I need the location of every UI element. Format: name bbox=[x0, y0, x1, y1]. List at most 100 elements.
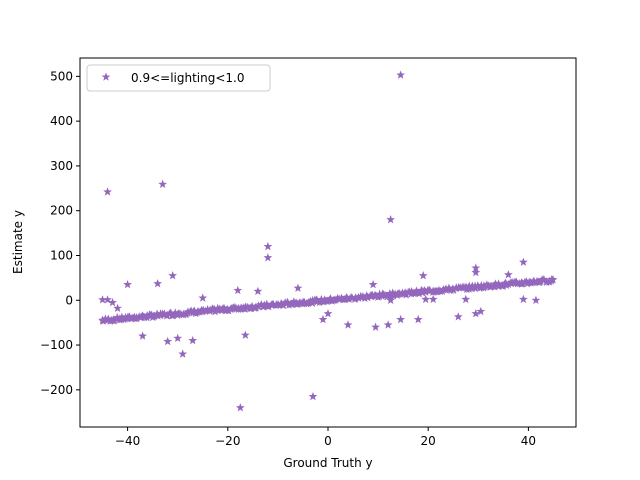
y-tick-label: 500 bbox=[50, 69, 73, 83]
data-point bbox=[188, 335, 198, 345]
y-tick-label: 200 bbox=[50, 204, 73, 218]
data-point bbox=[322, 296, 332, 305]
x-tick-label: 0 bbox=[324, 434, 332, 448]
x-tick-label: 20 bbox=[421, 434, 436, 448]
data-point bbox=[198, 293, 208, 302]
data-point bbox=[414, 288, 424, 297]
data-point bbox=[283, 298, 293, 307]
data-point bbox=[123, 279, 132, 289]
data-point bbox=[263, 253, 273, 262]
data-point bbox=[464, 284, 474, 293]
data-point bbox=[158, 179, 168, 189]
data-point bbox=[98, 295, 107, 304]
data-point bbox=[166, 308, 176, 317]
data-point bbox=[104, 314, 113, 323]
data-point bbox=[519, 257, 528, 266]
data-point bbox=[307, 298, 317, 307]
data-point bbox=[461, 282, 471, 292]
data-point bbox=[388, 288, 398, 297]
data-point bbox=[254, 301, 263, 310]
legend-box bbox=[86, 64, 271, 92]
data-point bbox=[471, 309, 481, 318]
data-point bbox=[539, 275, 549, 284]
legend: 0.9<=lighting<1.0 bbox=[86, 64, 271, 92]
data-point bbox=[168, 271, 178, 280]
data-point bbox=[490, 282, 500, 291]
y-tick-label: −100 bbox=[40, 338, 73, 352]
data-point bbox=[304, 298, 313, 307]
data-point bbox=[163, 336, 173, 346]
data-point bbox=[247, 301, 257, 311]
data-point bbox=[138, 311, 147, 320]
data-point bbox=[213, 303, 223, 313]
y-tick-label: 300 bbox=[50, 159, 73, 173]
data-point bbox=[362, 291, 371, 300]
data-point bbox=[264, 302, 274, 311]
legend-label: 0.9<=lighting<1.0 bbox=[131, 71, 244, 85]
data-point bbox=[293, 283, 303, 292]
data-point bbox=[132, 313, 142, 322]
plot-frame bbox=[79, 57, 577, 428]
data-point bbox=[251, 302, 261, 312]
data-point bbox=[160, 309, 169, 318]
data-points bbox=[98, 70, 558, 412]
data-point bbox=[263, 241, 273, 251]
data-point bbox=[363, 292, 373, 301]
y-axis-ticks: −200 −100 0 100 200 300 400 500 bbox=[40, 69, 80, 397]
data-point bbox=[368, 279, 378, 289]
y-tick-label: −200 bbox=[40, 383, 73, 397]
data-point bbox=[471, 263, 481, 272]
data-point bbox=[471, 267, 481, 277]
data-point bbox=[418, 271, 428, 280]
data-point bbox=[519, 294, 528, 304]
data-point bbox=[178, 349, 188, 358]
data-point bbox=[113, 303, 122, 313]
legend-marker-star bbox=[101, 72, 111, 81]
data-point bbox=[233, 285, 243, 295]
data-point bbox=[461, 294, 471, 304]
data-point bbox=[383, 291, 392, 301]
data-point bbox=[230, 302, 240, 312]
data-point bbox=[503, 270, 513, 279]
data-point bbox=[138, 331, 147, 340]
data-point bbox=[323, 309, 333, 318]
data-point bbox=[162, 311, 172, 320]
data-point bbox=[476, 306, 486, 316]
y-tick-label: 100 bbox=[50, 248, 73, 262]
data-point bbox=[235, 403, 245, 412]
data-point bbox=[395, 289, 405, 298]
data-point bbox=[173, 333, 183, 343]
x-tick-label: −40 bbox=[115, 434, 140, 448]
data-point bbox=[125, 312, 134, 321]
data-point bbox=[222, 304, 232, 313]
data-point bbox=[103, 295, 112, 304]
data-point bbox=[449, 285, 459, 294]
data-point bbox=[490, 279, 500, 288]
x-tick-label: −20 bbox=[215, 434, 240, 448]
data-point bbox=[224, 306, 234, 315]
data-point bbox=[108, 297, 117, 307]
data-point bbox=[219, 303, 229, 312]
data-point bbox=[274, 300, 283, 309]
data-point bbox=[117, 312, 127, 321]
data-point bbox=[210, 307, 220, 316]
y-axis-label: Estimate y bbox=[11, 210, 25, 274]
data-point bbox=[240, 330, 250, 339]
data-point bbox=[121, 312, 131, 322]
data-point bbox=[308, 391, 318, 401]
data-point bbox=[343, 320, 353, 329]
data-point bbox=[396, 314, 406, 324]
data-point bbox=[142, 310, 152, 320]
data-point bbox=[421, 294, 431, 304]
data-point bbox=[531, 295, 541, 304]
data-point bbox=[110, 316, 119, 325]
data-point bbox=[412, 286, 421, 295]
data-point bbox=[383, 320, 393, 329]
data-point bbox=[375, 289, 384, 298]
x-tick-label: 40 bbox=[521, 434, 536, 448]
x-axis-label: Ground Truth y bbox=[283, 456, 372, 470]
y-tick-label: 0 bbox=[65, 293, 73, 307]
data-point bbox=[453, 312, 463, 321]
data-point bbox=[386, 295, 395, 304]
